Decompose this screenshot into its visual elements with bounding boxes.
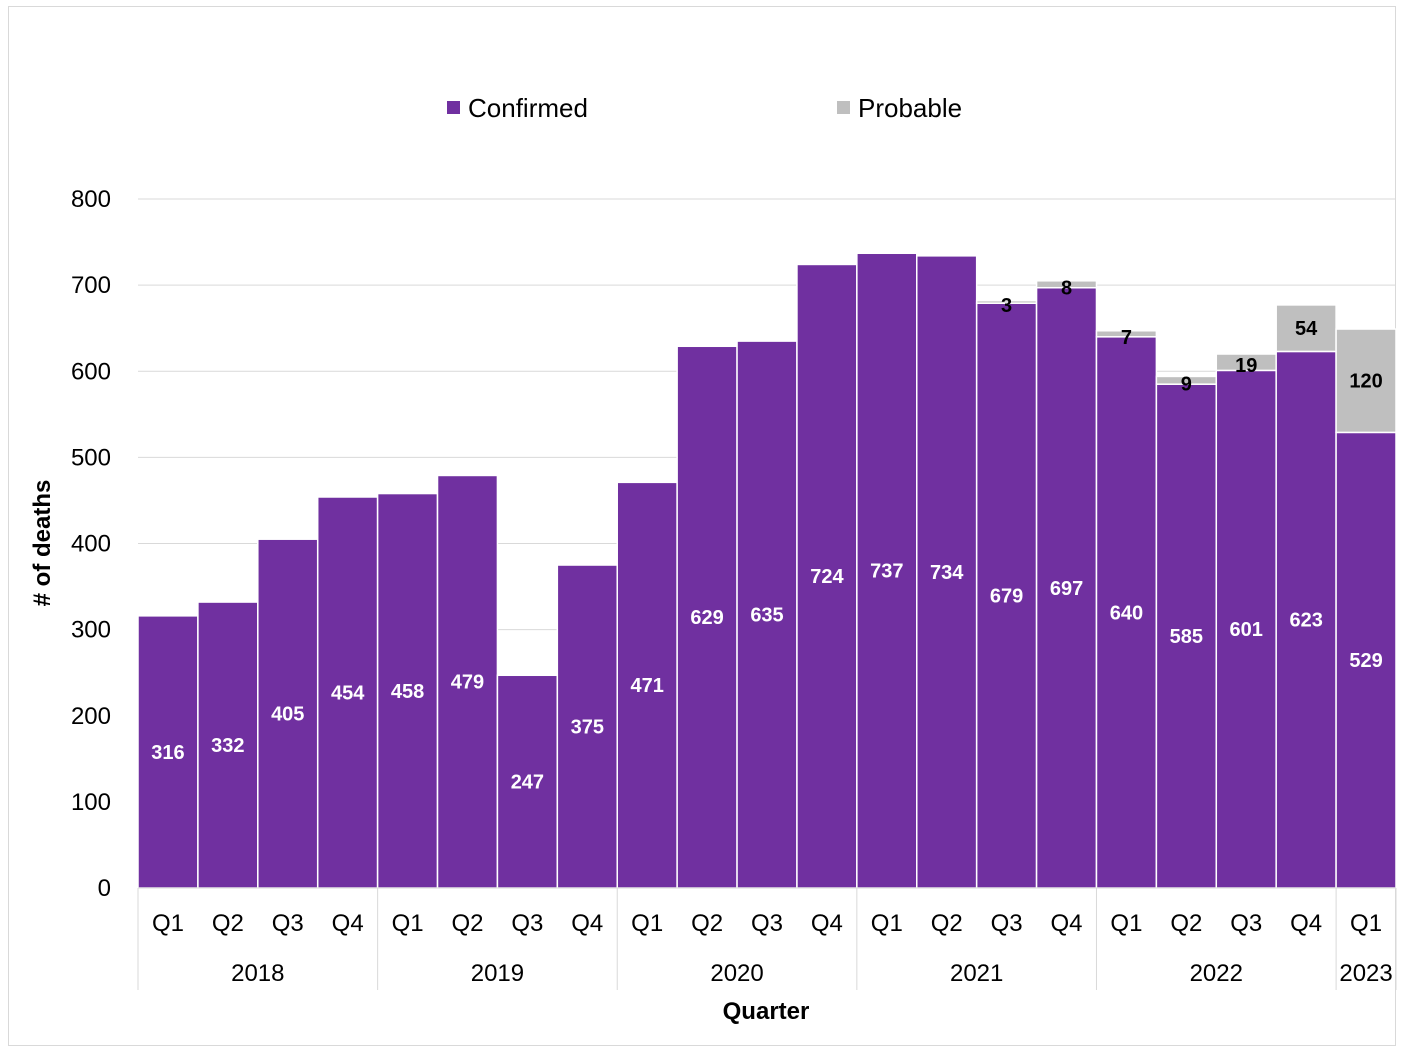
- data-label-confirmed: 375: [571, 717, 604, 739]
- x-tick-label: Q2: [212, 910, 244, 937]
- data-label-confirmed: 601: [1230, 619, 1263, 641]
- x-tick-label: Q3: [511, 910, 543, 937]
- data-label-confirmed: 697: [1050, 578, 1083, 600]
- legend: Confirmed Probable: [447, 93, 962, 123]
- bar-confirmed: [1095, 336, 1158, 889]
- x-axis: Q1 Q2 Q3 Q4 Q1 Q2 Q3 Q4 Q1 Q2 Q3 Q4 Q1 Q2 Q3 Q4 Q1 Q2 Q3 Q4…: [137, 887, 1397, 990]
- x-tick-label: Q1: [1350, 910, 1382, 937]
- bars: [137, 252, 1397, 889]
- y-tick-label: 200: [71, 703, 111, 730]
- x-tick-label: Q1: [871, 910, 903, 937]
- data-label-confirmed: 316: [151, 742, 184, 764]
- data-label-probable: 3: [1001, 295, 1012, 317]
- data-label-confirmed: 585: [1170, 626, 1203, 648]
- bar-confirmed: [676, 345, 738, 889]
- x-tick-label: Q3: [751, 910, 783, 937]
- bar-confirmed: [316, 496, 379, 889]
- data-label-confirmed: 458: [391, 681, 424, 703]
- bar-confirmed: [436, 474, 499, 889]
- legend-swatch-confirmed: [447, 101, 460, 114]
- data-label-confirmed: 623: [1289, 610, 1322, 632]
- bar-confirmed: [556, 564, 618, 889]
- x-tick-label: Q2: [451, 910, 483, 937]
- y-tick-label: 0: [98, 875, 111, 902]
- data-label-confirmed: 471: [631, 675, 664, 697]
- x-tick-label: Q2: [931, 910, 963, 937]
- data-label-confirmed: 679: [990, 586, 1023, 608]
- data-label-probable: 9: [1181, 373, 1192, 395]
- legend-label-confirmed: Confirmed: [468, 93, 588, 123]
- x-tick-label: Q3: [1230, 910, 1262, 937]
- bar-confirmed: [1275, 350, 1337, 889]
- y-tick-label: 100: [71, 789, 111, 816]
- x-tick-label: Q4: [332, 910, 364, 937]
- x-tick-label: Q1: [1110, 910, 1142, 937]
- bar-probable: [1275, 304, 1337, 353]
- x-group-label: 2018: [231, 960, 284, 987]
- y-tick-label: 400: [71, 531, 111, 558]
- y-axis-title: # of deaths: [29, 480, 56, 607]
- y-tick-label: 300: [71, 617, 111, 644]
- x-group-label: 2020: [710, 960, 763, 987]
- x-tick-label: Q4: [811, 910, 843, 937]
- x-tick-label: Q1: [152, 910, 184, 937]
- bar-confirmed: [1335, 431, 1397, 889]
- x-tick-label: Q3: [272, 910, 304, 937]
- y-tick-label: 600: [71, 358, 111, 385]
- y-tick-label: 800: [71, 186, 111, 213]
- x-group-label: 2021: [950, 960, 1003, 987]
- x-group-label: 2023: [1339, 960, 1392, 987]
- x-tick-label: Q1: [631, 910, 663, 937]
- legend-swatch-probable: [837, 101, 850, 114]
- x-group-label: 2019: [471, 960, 524, 987]
- bar-confirmed: [975, 302, 1038, 889]
- data-label-confirmed: 479: [451, 672, 484, 694]
- data-labels: 316 332 405 454 458 479 247 375 471 629 635 724 737 7…: [151, 277, 1382, 793]
- data-label-probable: 120: [1349, 371, 1382, 393]
- data-label-confirmed: 629: [690, 607, 723, 629]
- data-label-confirmed: 247: [511, 772, 544, 794]
- data-label-confirmed: 737: [870, 561, 903, 583]
- legend-label-probable: Probable: [858, 93, 962, 123]
- data-label-probable: 54: [1295, 318, 1318, 340]
- data-label-probable: 8: [1061, 277, 1072, 299]
- x-tick-label: Q1: [392, 910, 424, 937]
- bar-confirmed: [376, 492, 439, 889]
- x-group-label: 2022: [1190, 960, 1243, 987]
- bar-confirmed: [257, 538, 319, 889]
- data-label-confirmed: 640: [1110, 602, 1143, 624]
- data-label-probable: 19: [1235, 355, 1257, 377]
- data-label-confirmed: 734: [930, 562, 964, 584]
- bar-confirmed: [796, 263, 858, 889]
- bar-probable: [1095, 330, 1158, 338]
- data-label-confirmed: 332: [211, 735, 244, 757]
- bar-probable: [1035, 280, 1098, 289]
- data-label-confirmed: 405: [271, 704, 304, 726]
- data-label-confirmed: 529: [1349, 650, 1382, 672]
- data-label-confirmed: 635: [750, 605, 783, 627]
- x-tick-label: Q3: [991, 910, 1023, 937]
- data-label-confirmed: 724: [810, 566, 844, 588]
- data-label-confirmed: 454: [331, 682, 365, 704]
- x-axis-title: Quarter: [723, 998, 810, 1024]
- data-label-probable: 7: [1121, 327, 1132, 349]
- bar-confirmed: [1215, 369, 1277, 889]
- y-tick-label: 500: [71, 444, 111, 471]
- bar-probable: [1335, 328, 1397, 434]
- x-tick-label: Q4: [571, 910, 603, 937]
- y-tick-label: 700: [71, 272, 111, 299]
- x-tick-label: Q4: [1290, 910, 1322, 937]
- bar-confirmed: [916, 255, 978, 889]
- x-tick-label: Q2: [691, 910, 723, 937]
- x-tick-label: Q4: [1051, 910, 1083, 937]
- stacked-bar-chart: 0 100 200 300 400 500 600 700 800 316 332 405 454 45…: [29, 93, 1397, 1024]
- x-tick-label: Q2: [1170, 910, 1202, 937]
- bar-confirmed: [1035, 286, 1098, 889]
- bar-confirmed: [197, 601, 259, 889]
- y-axis: 0 100 200 300 400 500 600 700 800: [71, 186, 111, 902]
